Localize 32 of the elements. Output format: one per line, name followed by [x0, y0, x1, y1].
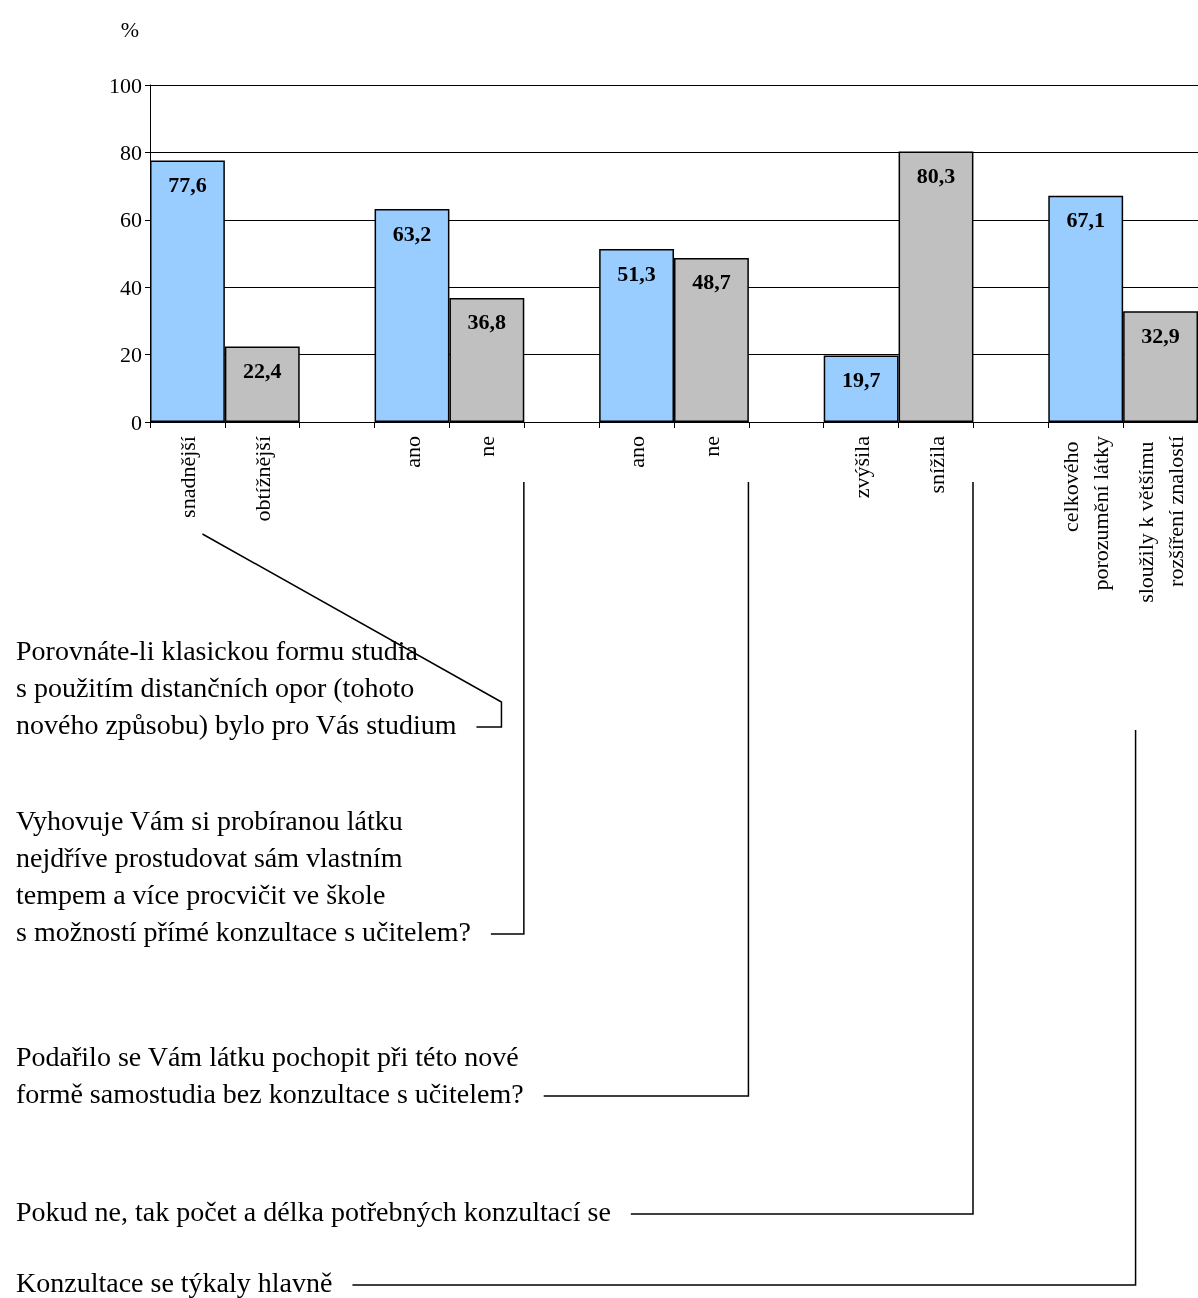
data-label: 51,3 — [617, 260, 656, 286]
data-label: 63,2 — [392, 220, 432, 246]
data-label: 36,8 — [467, 309, 507, 335]
data-label: 48,7 — [692, 269, 731, 295]
x-tick-label: obtížnější — [249, 436, 275, 522]
y-tick-label: 40 — [120, 274, 142, 300]
data-label: 22,4 — [243, 358, 282, 384]
text: Porovnáte-li klasickou formu studia s použitím distančních opor (tohoto nového způsobu) bylo pro Vás studium — [16, 634, 457, 742]
x-tick-label: sloužily k většímu rozšíření znalostí — [1133, 436, 1189, 603]
x-tick-label: ne — [698, 436, 724, 457]
y-axis-title: % — [120, 16, 140, 42]
x-tick-label: snadnější — [174, 436, 200, 518]
data-label: 67,1 — [1066, 207, 1105, 233]
data-label: 77,6 — [168, 171, 207, 197]
text: Konzultace se týkaly hlavně — [16, 1266, 333, 1298]
y-tick-label: 80 — [120, 139, 142, 165]
data-label: 32,9 — [1141, 322, 1180, 348]
x-tick-label: snížila — [923, 435, 949, 494]
y-tick-label: 100 — [109, 72, 142, 98]
data-label: 80,3 — [916, 162, 956, 188]
y-tick-label: 0 — [131, 409, 142, 435]
data-label: 19,7 — [841, 367, 881, 393]
y-tick-label: 20 — [120, 342, 142, 368]
text: Podařilo se Vám látku pochopit při této nové formě samostudia bez konzultace s učitelem? — [16, 1040, 524, 1111]
text: Pokud ne, tak počet a délka potřebných konzultací se — [16, 1195, 611, 1229]
text: Vyhovuje Vám si probíranou látku nejdříve prostudovat sám vlastním tempem a více procvičit ve škole s možností přímé konzultace s učitelem? — [16, 804, 471, 949]
x-tick-label: celkového porozumění látky — [1058, 436, 1114, 591]
x-tick-label: ano — [624, 436, 650, 468]
x-tick-label: ano — [399, 436, 425, 468]
x-tick-label: ne — [474, 436, 500, 457]
x-tick-label: zvýšila — [848, 435, 874, 499]
y-tick-label: 60 — [120, 207, 142, 233]
